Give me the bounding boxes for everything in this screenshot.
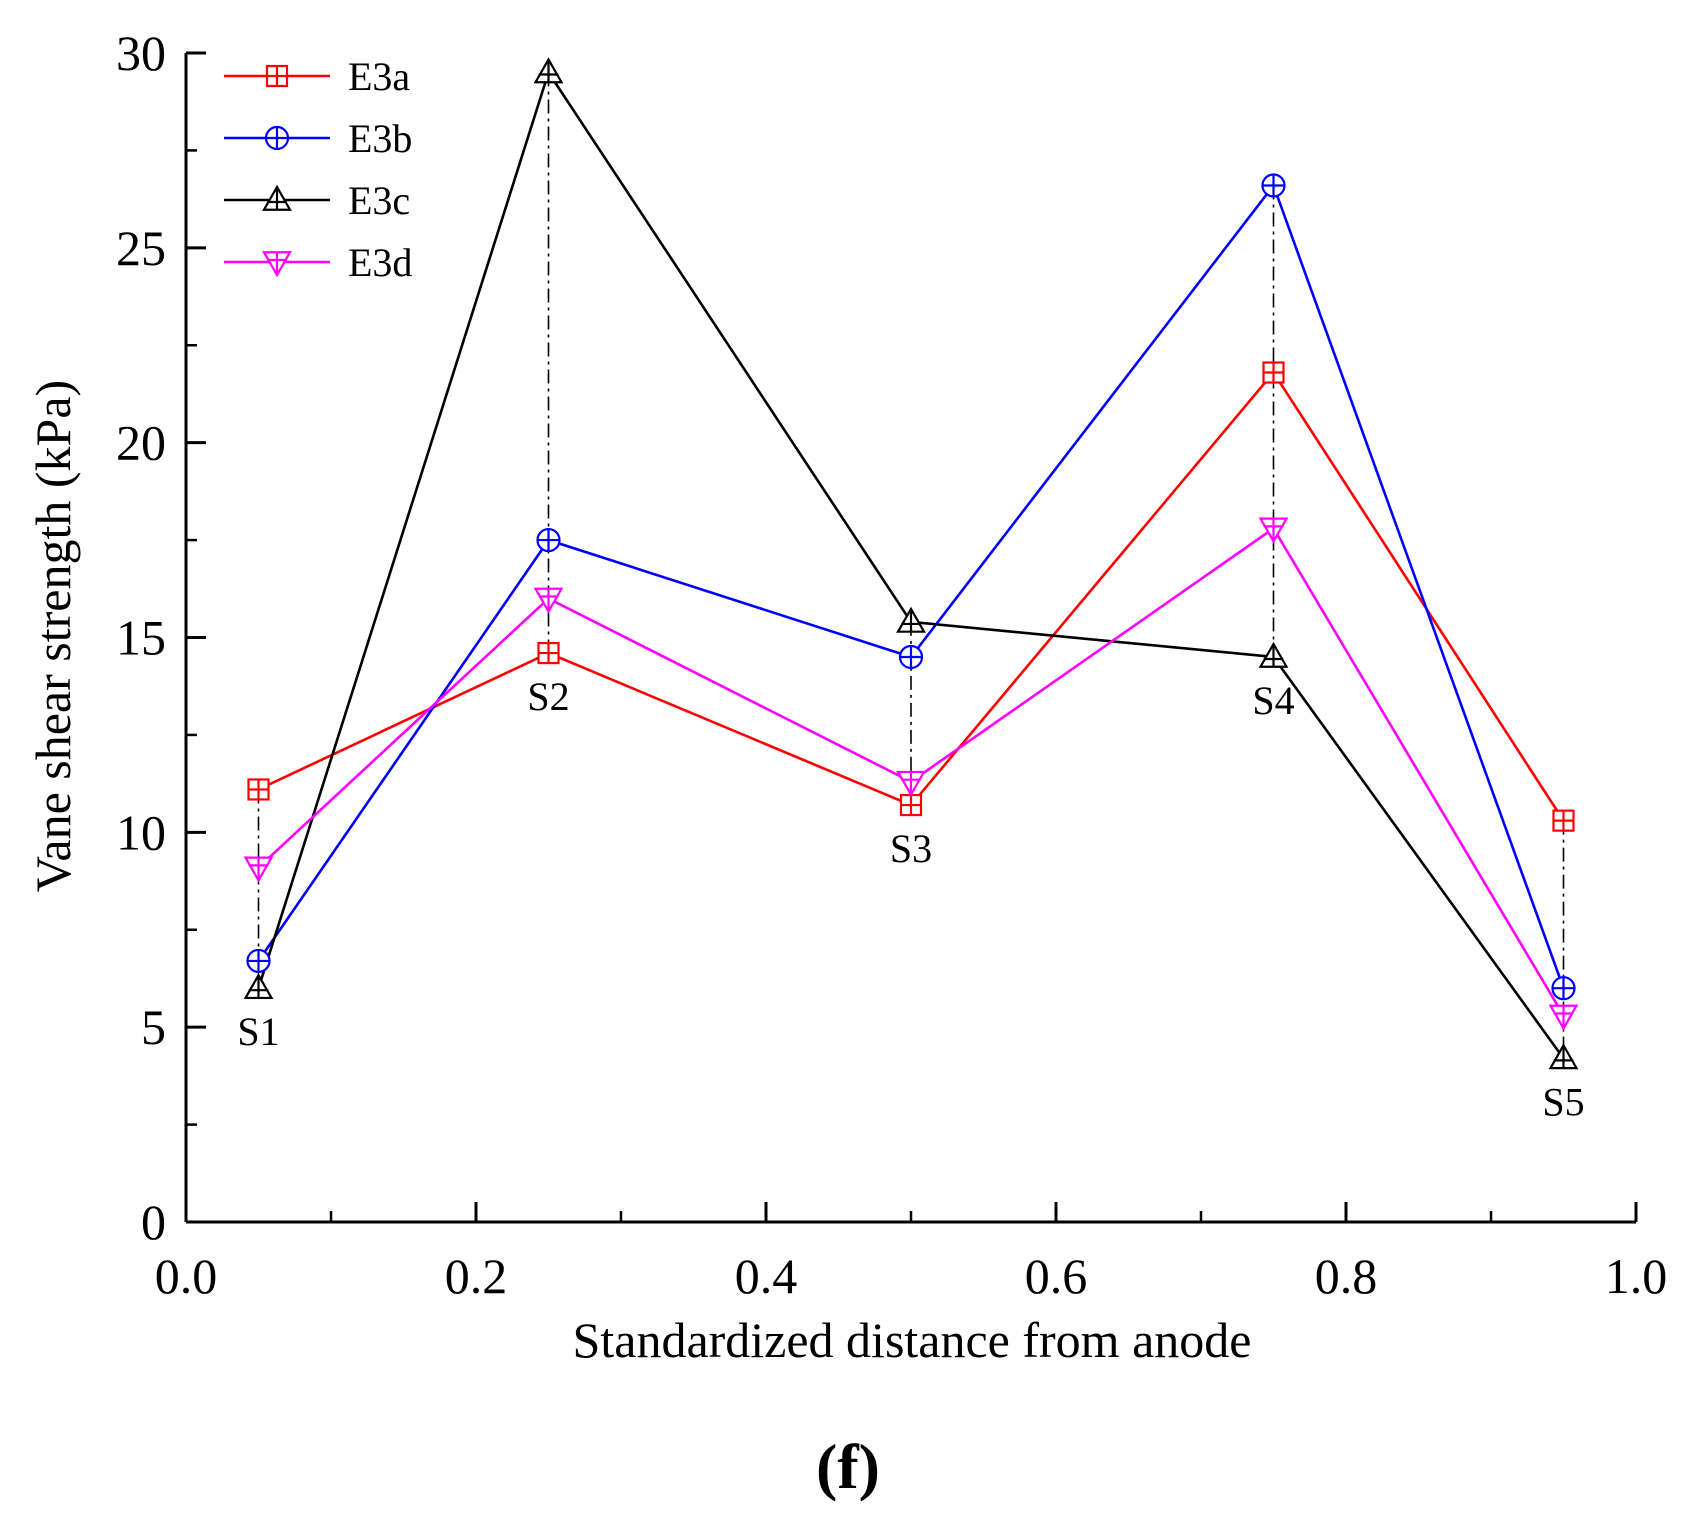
y-tick-label: 30 — [116, 25, 166, 81]
legend-item-e3b: E3b — [224, 116, 412, 161]
x-tick-label: 0.4 — [735, 1248, 798, 1304]
legend-label-e3d: E3d — [348, 240, 412, 285]
data-point-e3c-2 — [533, 57, 564, 84]
legend-item-e3d: E3d — [224, 240, 412, 285]
station-labels: S1 S2 S3 S4 S5 — [237, 674, 1584, 1124]
series-markers — [243, 57, 1579, 1070]
x-tick-label: 0.6 — [1025, 1248, 1088, 1304]
data-point-e3c-1 — [243, 972, 274, 1000]
station-label-s2: S2 — [527, 674, 569, 719]
data-point-e3b-2 — [536, 527, 561, 553]
series-line-e3c — [257, 69, 1565, 1060]
y-axis-title: Vane shear strength (kPa) — [25, 380, 81, 892]
station-label-s3: S3 — [890, 826, 932, 871]
x-tick-label: 0.2 — [445, 1248, 508, 1304]
data-point-e3b-1 — [246, 948, 271, 974]
legend-item-e3a: E3a — [224, 54, 410, 99]
legend-marker-e3a — [265, 64, 289, 88]
data-point-e3c-4 — [1258, 641, 1289, 668]
data-point-e3a-1 — [247, 778, 270, 801]
data-point-e3d-2 — [533, 587, 564, 614]
data-point-e3a-2 — [537, 641, 560, 665]
y-tick-label: 0 — [141, 1194, 166, 1250]
series-lines — [257, 69, 1565, 1060]
legend-marker-e3d — [262, 251, 292, 278]
legend-label-e3b: E3b — [348, 116, 412, 161]
y-tick-label: 25 — [116, 220, 166, 276]
legend-marker-e3c — [262, 184, 292, 211]
data-point-e3d-4 — [1258, 517, 1289, 544]
legend-label-e3a: E3a — [348, 54, 410, 99]
x-tick-label: 1.0 — [1605, 1248, 1668, 1304]
data-point-e3d-5 — [1548, 1004, 1579, 1031]
station-dropdown-lines — [257, 72, 1565, 1059]
axes: 0.0 0.2 0.4 0.6 0.8 1.0 0 5 10 15 20 25 30 — [116, 25, 1667, 1304]
data-point-e3a-4 — [1262, 361, 1285, 384]
data-point-e3c-5 — [1548, 1043, 1579, 1070]
legend-item-e3c: E3c — [224, 178, 410, 223]
data-point-e3b-3 — [898, 644, 924, 670]
series-line-e3a — [257, 370, 1565, 822]
data-point-e3b-4 — [1261, 173, 1286, 198]
legend-label-e3c: E3c — [348, 178, 410, 223]
panel-label: (f) — [816, 1431, 880, 1502]
data-point-e3b-5 — [1551, 976, 1576, 1001]
legend: E3a E3b E3c E3d — [224, 54, 412, 285]
y-tick-label: 10 — [116, 804, 166, 860]
station-label-s4: S4 — [1252, 678, 1294, 723]
data-point-e3d-3 — [896, 770, 926, 797]
data-point-e3d-1 — [243, 856, 274, 883]
x-tick-label: 0.8 — [1315, 1248, 1378, 1304]
station-label-s1: S1 — [237, 1009, 279, 1054]
legend-marker-e3b — [264, 125, 290, 151]
data-point-e3c-3 — [896, 606, 926, 633]
data-point-e3a-3 — [899, 793, 923, 817]
data-point-e3a-5 — [1552, 809, 1575, 832]
y-tick-label: 20 — [116, 415, 166, 471]
y-tick-label: 5 — [141, 999, 166, 1055]
station-label-s5: S5 — [1542, 1079, 1584, 1124]
x-tick-label: 0.0 — [155, 1248, 218, 1304]
x-axis-title: Standardized distance from anode — [573, 1312, 1252, 1368]
y-tick-label: 15 — [116, 610, 166, 666]
